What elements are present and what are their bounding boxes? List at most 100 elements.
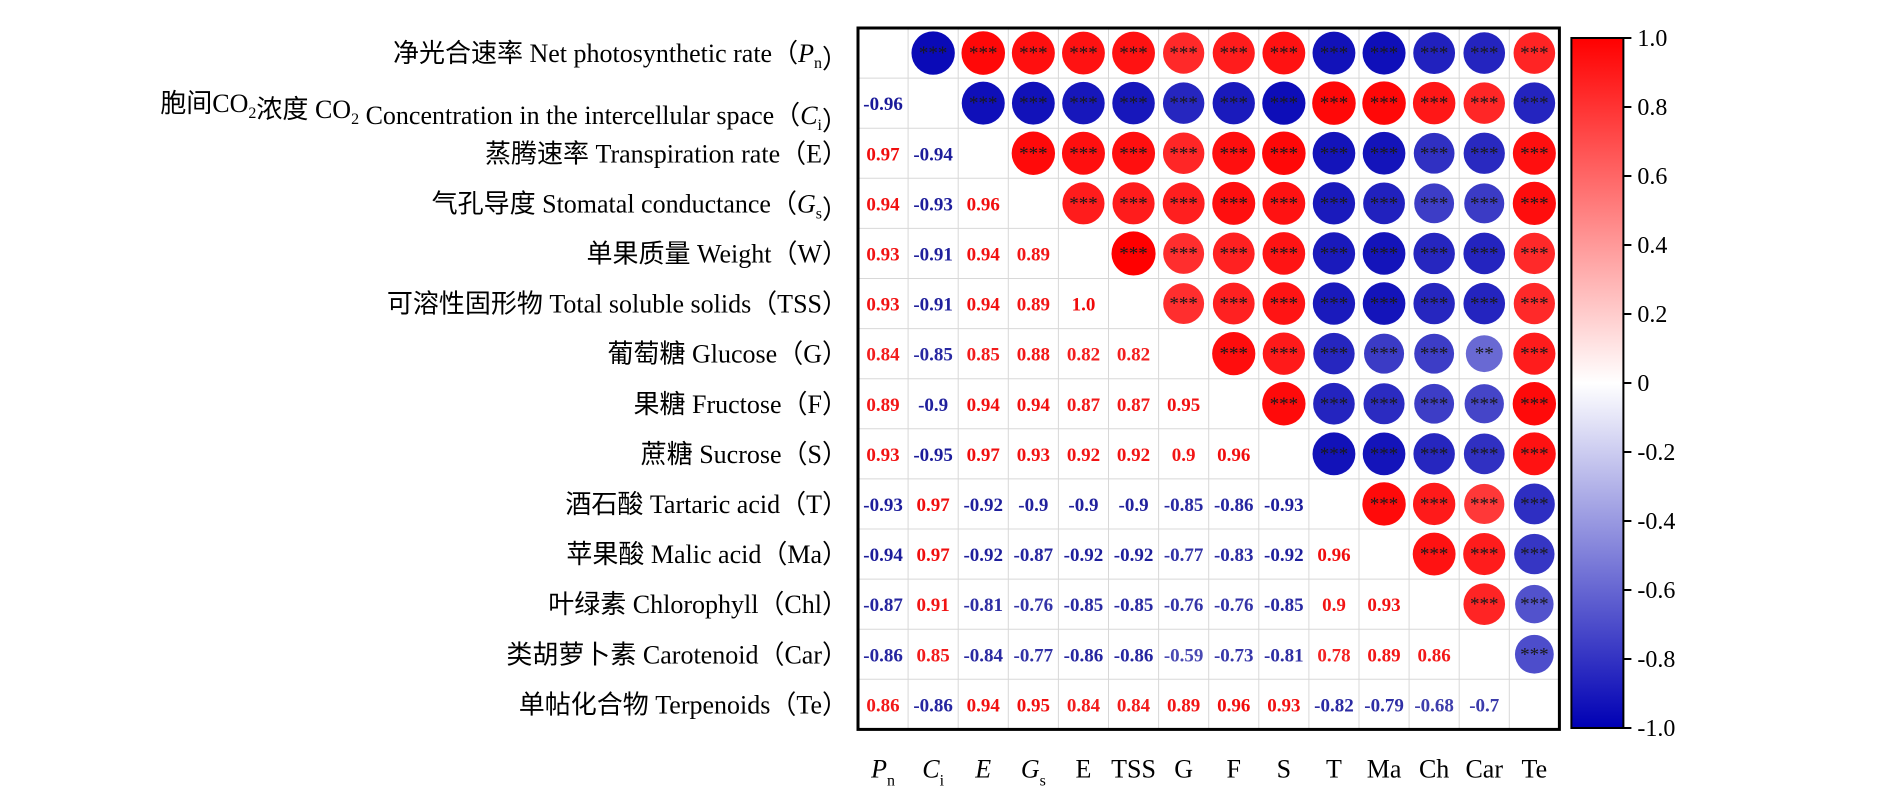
heatmap-cells: -0.96 0.97 -0.94 0.94 -0.93 0.96 0.93 -0.91 0.94… [863, 31, 1557, 716]
correlation-circle [1212, 81, 1255, 125]
correlation-circle [961, 81, 1005, 125]
cell-value: 0.94 [967, 244, 1001, 265]
row-label: 酒石酸 Tartaric acid（T） [565, 490, 848, 519]
significance-stars: *** [1520, 193, 1549, 214]
cell-value: 0.96 [1217, 695, 1250, 716]
significance-stars: *** [1370, 444, 1399, 465]
significance-stars: *** [1119, 143, 1148, 164]
cell-value: 0.93 [866, 295, 899, 316]
correlation-circle [1212, 131, 1256, 175]
significance-stars: *** [1370, 394, 1399, 415]
correlation-circle [1312, 282, 1356, 325]
significance-stars: *** [1069, 93, 1098, 114]
significance-stars: *** [1320, 193, 1349, 214]
correlation-circle [1262, 31, 1306, 75]
row-label: 单果质量 Weight（W） [587, 239, 849, 268]
colorbar-tick-label: -0.8 [1637, 647, 1675, 673]
correlation-circle [1112, 182, 1155, 225]
significance-stars: *** [1169, 294, 1198, 315]
significance-stars: *** [1420, 444, 1449, 465]
cell-value: 0.82 [1117, 345, 1150, 366]
row-label: 可溶性固形物 Total soluble solids（TSS） [387, 290, 848, 319]
significance-stars: *** [1420, 544, 1449, 565]
cell-value: -0.85 [1264, 595, 1304, 616]
colorbar: 1.0 0.8 0.6 0.4 0.2 0 -0.2 -0.4 -0.6 -0.8 -1.0 [1570, 26, 1675, 742]
cell-value: -0.82 [1314, 695, 1354, 716]
correlation-circle [1412, 482, 1456, 526]
correlation-circle [1463, 282, 1506, 325]
significance-stars: *** [1169, 143, 1198, 164]
correlation-circle [911, 31, 955, 75]
correlation-circle [1262, 332, 1306, 375]
cell-value: -0.96 [863, 94, 903, 115]
correlation-circle [1463, 532, 1506, 576]
cell-value: 0.85 [967, 345, 1000, 366]
correlation-circle [1212, 232, 1255, 275]
correlation-circle [1212, 31, 1255, 75]
correlation-circle [1312, 31, 1356, 75]
significance-stars: *** [1470, 544, 1499, 565]
cell-value: -0.94 [863, 545, 903, 566]
correlation-circle [1262, 282, 1306, 325]
significance-stars: *** [1520, 644, 1549, 665]
significance-stars: *** [1420, 344, 1449, 365]
significance-stars: *** [1169, 93, 1198, 114]
significance-stars: *** [1470, 294, 1499, 315]
column-label: G [1174, 754, 1193, 783]
correlation-circle [1413, 433, 1455, 475]
significance-stars: *** [1470, 143, 1499, 164]
correlation-circle [1112, 131, 1156, 175]
cell-value: -0.79 [1364, 695, 1404, 716]
significance-stars: *** [1169, 193, 1198, 214]
significance-stars: *** [969, 93, 998, 114]
significance-stars: *** [1119, 243, 1148, 264]
row-label: 类胡萝卜素 Carotenoid（Car） [506, 640, 848, 669]
significance-stars: *** [1320, 243, 1349, 264]
correlation-circle [1514, 533, 1555, 575]
correlation-circle [1512, 131, 1556, 175]
cell-value: 0.87 [1067, 395, 1101, 416]
correlation-circle [1111, 231, 1156, 276]
significance-stars: *** [1470, 43, 1499, 64]
correlation-circle [1465, 335, 1503, 373]
cell-value: -0.91 [913, 244, 953, 265]
row-label: 蔗糖 Sucrose（S） [641, 440, 848, 469]
significance-stars: *** [1470, 243, 1499, 264]
colorbar-tick-label: -0.2 [1637, 440, 1675, 466]
cell-value: 0.96 [967, 194, 1000, 215]
cell-value: 0.92 [1117, 445, 1150, 466]
significance-stars: *** [1270, 93, 1299, 114]
significance-stars: *** [1520, 294, 1549, 315]
column-label: Car [1465, 754, 1503, 783]
cell-value: 0.94 [1017, 395, 1051, 416]
correlation-circle [1262, 81, 1306, 125]
column-label: Ci [922, 754, 944, 789]
significance-stars: *** [1370, 193, 1399, 214]
correlation-circle [1362, 81, 1406, 125]
cell-value: 0.95 [1167, 395, 1200, 416]
cell-value: 0.89 [1367, 645, 1400, 666]
cell-value: 0.94 [967, 295, 1001, 316]
correlation-circle [1212, 332, 1256, 376]
cell-value: 0.97 [967, 445, 1001, 466]
correlation-circle [1364, 333, 1405, 374]
significance-stars: ** [1475, 344, 1494, 365]
cell-value: 0.82 [1067, 345, 1100, 366]
cell-value: -0.7 [1469, 695, 1500, 716]
significance-stars: *** [1520, 344, 1549, 365]
correlation-circle [1312, 232, 1356, 275]
row-label: 叶绿素 Chlorophyll（Chl） [548, 590, 848, 619]
correlation-circle [1362, 482, 1406, 526]
correlation-circle [1313, 332, 1355, 375]
cell-value: -0.94 [913, 144, 953, 165]
cell-value: 0.89 [1017, 295, 1050, 316]
correlation-circle [1162, 182, 1205, 225]
correlation-circle [1212, 181, 1256, 225]
significance-stars: *** [1470, 93, 1499, 114]
correlation-circle [1212, 282, 1255, 325]
significance-stars: *** [1520, 544, 1549, 565]
cell-value: 0.96 [1217, 445, 1250, 466]
significance-stars: *** [919, 43, 948, 64]
correlation-circle [1513, 232, 1555, 275]
cell-value: -0.83 [1214, 545, 1254, 566]
